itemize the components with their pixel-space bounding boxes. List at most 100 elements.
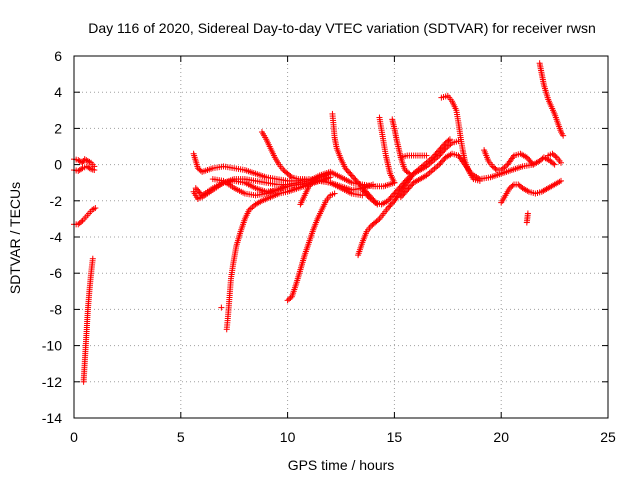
data-point <box>509 182 516 189</box>
data-point <box>386 203 393 210</box>
data-point <box>392 189 399 196</box>
axis-ticks <box>73 55 609 419</box>
data-point <box>388 200 395 207</box>
data-point <box>393 187 400 194</box>
data-point <box>523 154 530 161</box>
data-point <box>423 152 430 159</box>
data-point <box>437 145 444 152</box>
data-points <box>71 60 567 385</box>
data-point <box>344 168 351 175</box>
data-point <box>406 184 413 191</box>
x-tick-label: 5 <box>177 429 185 445</box>
y-tick-label: 6 <box>54 48 62 64</box>
data-point <box>331 190 338 197</box>
data-point <box>357 182 364 189</box>
data-point <box>92 205 99 212</box>
data-point <box>527 158 534 165</box>
data-point <box>405 185 412 192</box>
data-point <box>89 255 96 262</box>
y-tick-label: -10 <box>42 338 62 354</box>
data-point <box>347 171 354 178</box>
data-point <box>437 160 444 167</box>
data-point <box>375 217 382 224</box>
data-point <box>445 137 452 144</box>
data-point <box>360 188 367 195</box>
x-tick-label: 0 <box>70 429 78 445</box>
data-point <box>355 179 362 186</box>
data-point <box>400 180 407 187</box>
data-point <box>351 175 358 182</box>
x-tick-label: 10 <box>280 429 296 445</box>
data-point <box>404 169 411 176</box>
data-point <box>402 188 409 195</box>
data-point <box>301 176 308 183</box>
y-tick-label: -6 <box>50 265 63 281</box>
data-point <box>356 181 363 188</box>
data-point <box>551 161 558 168</box>
data-point <box>438 158 445 165</box>
y-tick-label: 0 <box>54 157 62 173</box>
data-point <box>363 191 370 198</box>
data-point <box>440 142 447 149</box>
y-tick-label: -2 <box>50 193 63 209</box>
data-point <box>287 173 294 180</box>
x-tick-label: 15 <box>387 429 403 445</box>
data-point <box>525 155 532 162</box>
data-point <box>348 172 355 179</box>
data-point <box>397 183 404 190</box>
data-point <box>399 192 406 199</box>
data-point <box>438 149 445 156</box>
data-point <box>552 153 559 160</box>
data-point <box>342 165 349 172</box>
data-point <box>408 182 415 189</box>
data-point <box>390 192 397 199</box>
data-point <box>391 190 398 197</box>
data-point <box>353 178 360 185</box>
data-point <box>441 146 448 153</box>
data-point <box>218 304 225 311</box>
data-point <box>399 181 406 188</box>
data-point <box>359 186 366 193</box>
data-point <box>86 165 93 172</box>
data-point <box>91 167 98 174</box>
data-point <box>440 157 447 164</box>
x-tick-label: 20 <box>493 429 509 445</box>
data-point <box>401 189 408 196</box>
x-tick-label: 25 <box>600 429 616 445</box>
data-point <box>404 186 411 193</box>
data-point <box>401 178 408 185</box>
y-tick-label: -4 <box>50 229 63 245</box>
y-tick-label: 4 <box>54 84 62 100</box>
data-point <box>395 186 402 193</box>
data-point <box>433 150 440 157</box>
data-point <box>349 173 356 180</box>
data-point <box>384 205 391 212</box>
chart-title: Day 116 of 2020, Sidereal Day-to-day VTE… <box>88 20 596 36</box>
data-point <box>436 147 443 154</box>
data-point <box>346 169 353 176</box>
data-point <box>476 177 483 184</box>
data-point <box>396 184 403 191</box>
data-point <box>327 170 334 177</box>
data-point <box>434 148 441 155</box>
data-point <box>361 189 368 196</box>
data-point <box>438 144 445 151</box>
data-point <box>287 294 294 301</box>
data-point <box>518 183 525 190</box>
data-point <box>284 183 291 190</box>
data-point <box>391 179 398 186</box>
data-point <box>437 151 444 158</box>
data-point <box>558 159 565 166</box>
data-point <box>558 177 565 184</box>
data-point <box>402 177 409 184</box>
data-point <box>388 193 395 200</box>
y-axis-label: SDTVAR / TECUs <box>7 182 23 294</box>
data-point <box>359 192 366 199</box>
data-point <box>441 141 448 148</box>
data-point <box>436 152 443 159</box>
data-point <box>492 165 499 172</box>
data-point <box>192 185 199 192</box>
data-point <box>446 136 453 143</box>
y-tick-labels: -14 -12 -10 -8 -6 -4 -2 0 2 4 6 <box>42 48 62 426</box>
